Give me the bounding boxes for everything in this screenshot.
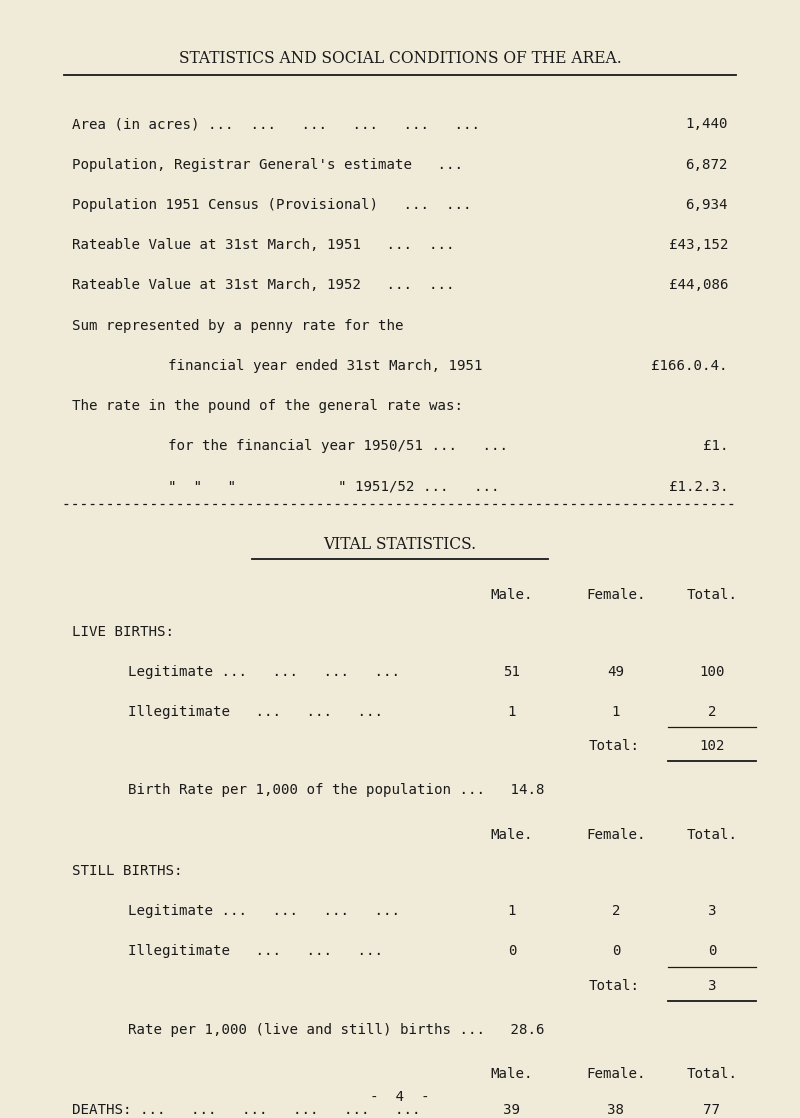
Text: 3: 3 [708, 904, 716, 918]
Text: Total.: Total. [686, 588, 738, 603]
Text: STATISTICS AND SOCIAL CONDITIONS OF THE AREA.: STATISTICS AND SOCIAL CONDITIONS OF THE … [178, 50, 622, 67]
Text: £1.: £1. [702, 439, 728, 454]
Text: Legitimate ...   ...   ...   ...: Legitimate ... ... ... ... [128, 665, 400, 679]
Text: Legitimate ...   ...   ...   ...: Legitimate ... ... ... ... [128, 904, 400, 918]
Text: 51: 51 [503, 665, 521, 679]
Text: £44,086: £44,086 [669, 278, 728, 293]
Text: Total.: Total. [686, 1068, 738, 1081]
Text: 0: 0 [508, 945, 516, 958]
Text: 1: 1 [612, 705, 620, 719]
Text: 1,440: 1,440 [686, 117, 728, 132]
Text: Area (in acres) ...  ...   ...   ...   ...   ...: Area (in acres) ... ... ... ... ... ... [72, 117, 480, 132]
Text: Female.: Female. [586, 588, 646, 603]
Text: Total.: Total. [686, 827, 738, 842]
Text: STILL BIRTHS:: STILL BIRTHS: [72, 864, 182, 878]
Text: "  "   "            " 1951/52 ...   ...: " " " " 1951/52 ... ... [168, 480, 499, 494]
Text: Illegitimate   ...   ...   ...: Illegitimate ... ... ... [128, 945, 383, 958]
Text: 6,872: 6,872 [686, 158, 728, 172]
Text: Rateable Value at 31st March, 1952   ...  ...: Rateable Value at 31st March, 1952 ... .… [72, 278, 454, 293]
Text: 38: 38 [607, 1103, 625, 1118]
Text: Population, Registrar General's estimate   ...: Population, Registrar General's estimate… [72, 158, 463, 172]
Text: for the financial year 1950/51 ...   ...: for the financial year 1950/51 ... ... [168, 439, 508, 454]
Text: Total:: Total: [589, 978, 640, 993]
Text: Birth Rate per 1,000 of the population ...   14.8: Birth Rate per 1,000 of the population .… [128, 784, 545, 797]
Text: 39: 39 [503, 1103, 521, 1118]
Text: 6,934: 6,934 [686, 198, 728, 212]
Text: 2: 2 [708, 705, 716, 719]
Text: Total:: Total: [589, 739, 640, 754]
Text: £1.2.3.: £1.2.3. [669, 480, 728, 494]
Text: VITAL STATISTICS.: VITAL STATISTICS. [323, 536, 477, 553]
Text: 0: 0 [612, 945, 620, 958]
Text: 77: 77 [703, 1103, 721, 1118]
Text: Male.: Male. [490, 1068, 534, 1081]
Text: 2: 2 [612, 904, 620, 918]
Text: Rate per 1,000 (live and still) births ...   28.6: Rate per 1,000 (live and still) births .… [128, 1023, 545, 1038]
Text: The rate in the pound of the general rate was:: The rate in the pound of the general rat… [72, 399, 463, 414]
Text: 100: 100 [699, 665, 725, 679]
Text: 3: 3 [708, 978, 716, 993]
Text: LIVE BIRTHS:: LIVE BIRTHS: [72, 625, 174, 638]
Text: Illegitimate   ...   ...   ...: Illegitimate ... ... ... [128, 705, 383, 719]
Text: financial year ended 31st March, 1951: financial year ended 31st March, 1951 [168, 359, 482, 373]
Text: Male.: Male. [490, 588, 534, 603]
Text: Rateable Value at 31st March, 1951   ...  ...: Rateable Value at 31st March, 1951 ... .… [72, 238, 454, 253]
Text: DEATHS: ...   ...   ...   ...   ...   ...: DEATHS: ... ... ... ... ... ... [72, 1103, 421, 1118]
Text: Sum represented by a penny rate for the: Sum represented by a penny rate for the [72, 319, 403, 333]
Text: Female.: Female. [586, 827, 646, 842]
Text: 1: 1 [508, 705, 516, 719]
Text: Male.: Male. [490, 827, 534, 842]
Text: 49: 49 [607, 665, 625, 679]
Text: Population 1951 Census (Provisional)   ...  ...: Population 1951 Census (Provisional) ...… [72, 198, 471, 212]
Text: Female.: Female. [586, 1068, 646, 1081]
Text: £43,152: £43,152 [669, 238, 728, 253]
Text: £166.0.4.: £166.0.4. [651, 359, 728, 373]
Text: -  4  -: - 4 - [370, 1090, 430, 1105]
Text: 0: 0 [708, 945, 716, 958]
Text: 102: 102 [699, 739, 725, 754]
Text: 1: 1 [508, 904, 516, 918]
